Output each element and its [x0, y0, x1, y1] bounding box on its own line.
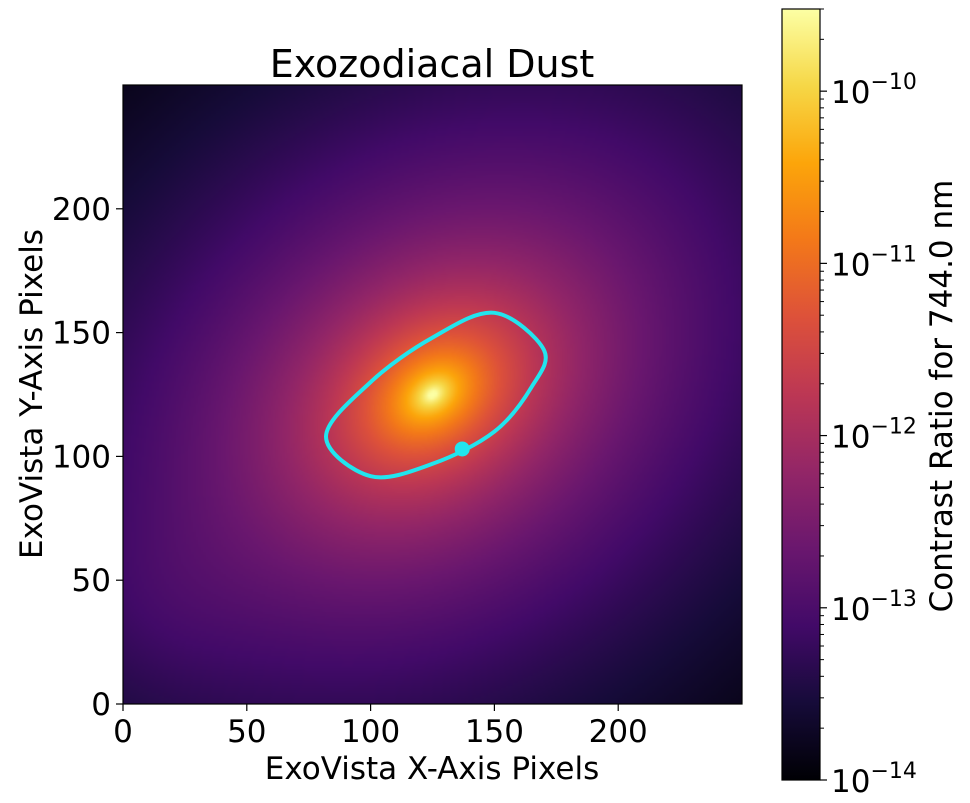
colorbar	[781, 8, 821, 781]
x-tick-label: 0	[113, 714, 133, 750]
colorbar-tick-label: 10−10	[831, 70, 917, 111]
x-axis-label: ExoVista X-Axis Pixels	[265, 751, 599, 787]
plot-frame	[122, 84, 743, 705]
orbit-ellipse	[323, 310, 548, 480]
colorbar-tick-label: 10−14	[831, 759, 917, 800]
y-tick-label: 150	[52, 316, 111, 352]
colorbar-label: Contrast Ratio for 744.0 nm	[924, 180, 960, 613]
colorbar-minor-ticks	[820, 8, 824, 729]
colorbar-tick-label: 10−11	[831, 242, 917, 283]
colorbar-tick-label: 10−13	[831, 587, 917, 628]
x-tick-label: 100	[341, 714, 400, 750]
dust-heatmap	[123, 85, 742, 704]
x-tick-label: 150	[465, 714, 524, 750]
chart-title: Exozodiacal Dust	[270, 42, 595, 86]
x-axis: 0 50 100 150 200	[113, 704, 648, 750]
y-tick-label: 100	[52, 439, 111, 475]
y-tick-label: 0	[91, 687, 111, 723]
x-tick-label: 200	[589, 714, 648, 750]
colorbar-ticks: 10−14 10−13 10−12 10−11 10−10	[820, 70, 917, 800]
planet-marker	[454, 441, 470, 457]
y-axis-label: ExoVista Y-Axis Pixels	[14, 229, 50, 559]
x-tick-label: 50	[227, 714, 266, 750]
y-tick-label: 50	[72, 563, 111, 599]
y-axis: 0 50 100 150 200	[52, 192, 123, 723]
y-tick-label: 200	[52, 192, 111, 228]
colorbar-tick-label: 10−12	[831, 415, 917, 456]
